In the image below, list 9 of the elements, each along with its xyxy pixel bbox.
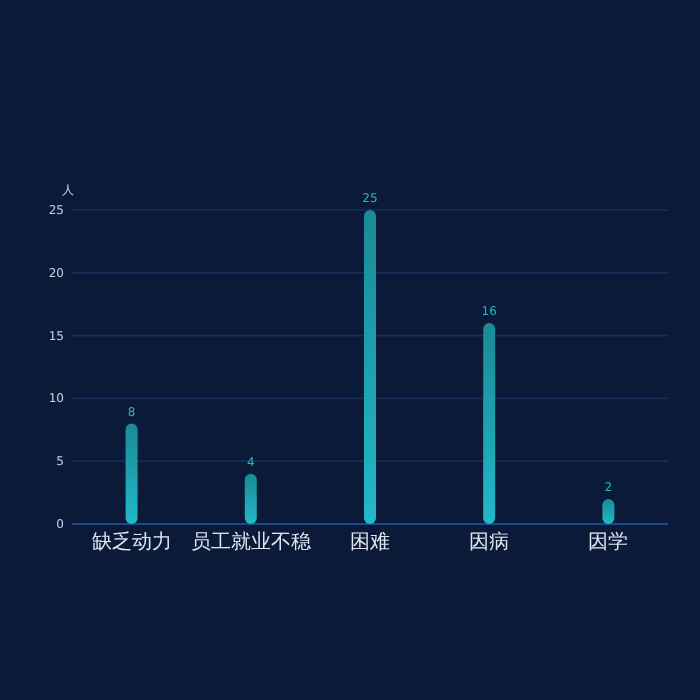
x-tick-label: 因学 [588, 530, 629, 554]
bar [244, 473, 257, 524]
x-tick-label: 缺乏动力 [91, 530, 172, 554]
bar [364, 210, 376, 524]
x-tick-label: 困难 [350, 530, 390, 554]
x-tick-label: 员工就业不稳 [190, 530, 311, 554]
bar [125, 423, 138, 524]
x-tick-label: 因病 [469, 530, 510, 554]
bar [483, 323, 496, 524]
